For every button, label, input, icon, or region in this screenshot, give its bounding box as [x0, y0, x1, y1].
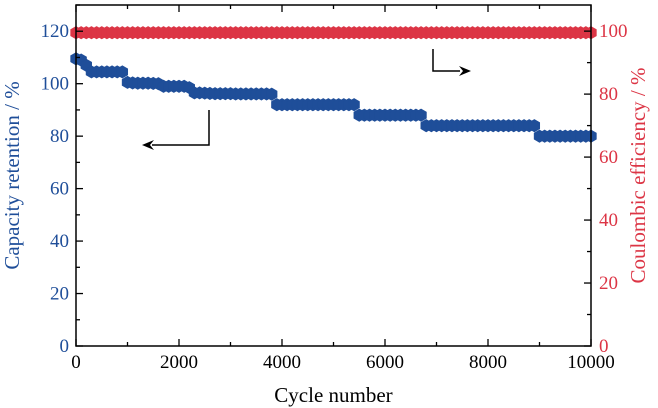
plot-frame [75, 4, 592, 347]
left-y-axis-title: Capacity retention / % [0, 81, 24, 269]
x-tick-label: 8000 [469, 352, 507, 373]
arrow-head [459, 66, 471, 76]
arrow-head [142, 140, 154, 150]
arrow-shaft [152, 110, 210, 146]
x-tick-label: 10000 [567, 352, 615, 373]
right-axis-indicator-arrow [432, 49, 471, 76]
left-y-tick-label: 80 [50, 126, 69, 147]
left-y-tick-label: 60 [50, 179, 69, 200]
capacity-point [266, 87, 278, 101]
right-y-tick-label: 0 [599, 336, 609, 357]
right-y-tick-label: 20 [599, 273, 618, 294]
x-axis-ticks: 0 2000 4000 6000 8000 10000 [71, 5, 615, 373]
left-y-tick-label: 100 [41, 74, 70, 95]
right-y-axis-title: Coulombic efficiency / % [626, 68, 650, 284]
left-y-tick-label: 0 [60, 336, 70, 357]
left-y-tick-label: 120 [41, 21, 70, 42]
capacity-point [528, 119, 541, 133]
coulombic-efficiency-series [70, 26, 597, 40]
capacity-point [116, 65, 129, 79]
x-tick-label: 4000 [263, 352, 301, 373]
arrow-shaft [432, 49, 460, 72]
x-tick-label: 6000 [366, 352, 404, 373]
right-y-tick-label: 40 [599, 210, 618, 231]
left-y-tick-label: 40 [50, 231, 69, 252]
capacity-point [348, 98, 360, 112]
right-y-tick-label: 80 [599, 84, 618, 105]
capacity-point [415, 108, 427, 122]
x-axis-title: Cycle number [274, 383, 392, 407]
right-y-tick-label: 60 [599, 147, 618, 168]
left-axis-indicator-arrow [142, 110, 210, 150]
capacity-retention-series [70, 52, 597, 143]
x-tick-label: 0 [71, 352, 81, 373]
right-y-tick-label: 100 [599, 21, 628, 42]
x-tick-label: 2000 [160, 352, 198, 373]
right-y-axis-ticks: 0 20 40 60 80 100 [584, 21, 628, 357]
left-y-axis-ticks: 0 20 40 60 80 100 120 [41, 4, 83, 357]
left-y-tick-label: 20 [50, 284, 69, 305]
